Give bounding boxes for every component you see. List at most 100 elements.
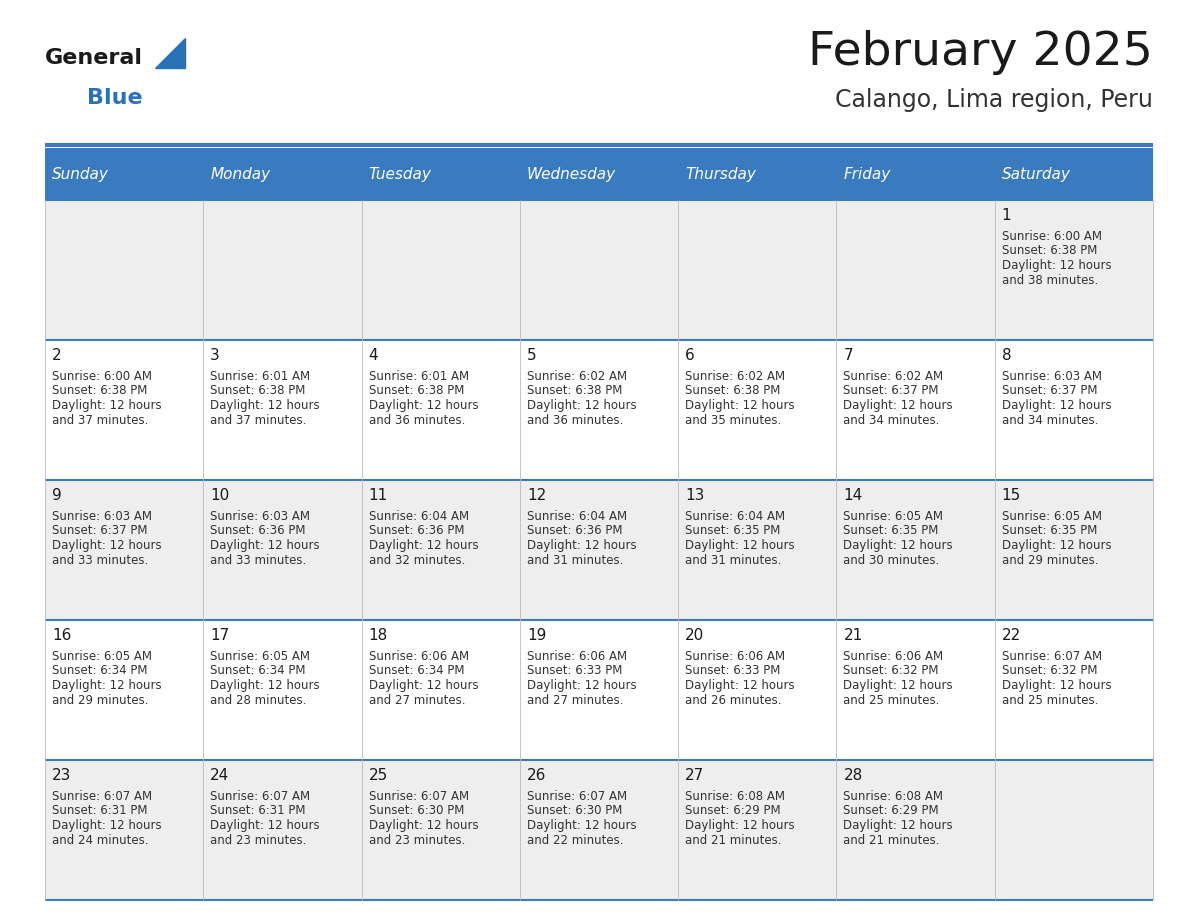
Text: Daylight: 12 hours: Daylight: 12 hours [210,539,320,552]
FancyBboxPatch shape [45,340,1154,480]
Text: Daylight: 12 hours: Daylight: 12 hours [210,679,320,692]
Text: 5: 5 [526,348,537,363]
Text: Sunset: 6:30 PM: Sunset: 6:30 PM [526,804,623,818]
Text: Sunset: 6:29 PM: Sunset: 6:29 PM [685,804,781,818]
Text: and 34 minutes.: and 34 minutes. [843,413,940,427]
FancyBboxPatch shape [45,148,1154,200]
Text: and 25 minutes.: and 25 minutes. [843,693,940,707]
Text: Sunrise: 6:06 AM: Sunrise: 6:06 AM [685,650,785,663]
Text: Sunrise: 6:03 AM: Sunrise: 6:03 AM [1001,370,1101,383]
Text: 6: 6 [685,348,695,363]
FancyBboxPatch shape [45,200,1154,340]
Text: Sunrise: 6:01 AM: Sunrise: 6:01 AM [368,370,469,383]
Text: 19: 19 [526,628,546,643]
Text: Wednesday: Wednesday [526,166,617,182]
Text: Sunrise: 6:07 AM: Sunrise: 6:07 AM [1001,650,1101,663]
Text: Daylight: 12 hours: Daylight: 12 hours [52,679,162,692]
Text: Calango, Lima region, Peru: Calango, Lima region, Peru [835,88,1154,112]
Text: and 29 minutes.: and 29 minutes. [52,693,148,707]
Text: Sunday: Sunday [52,166,109,182]
Text: Daylight: 12 hours: Daylight: 12 hours [685,679,795,692]
Text: 10: 10 [210,488,229,503]
Text: 13: 13 [685,488,704,503]
Text: Daylight: 12 hours: Daylight: 12 hours [685,539,795,552]
Text: Sunrise: 6:06 AM: Sunrise: 6:06 AM [368,650,469,663]
Text: Sunrise: 6:02 AM: Sunrise: 6:02 AM [526,370,627,383]
Text: and 25 minutes.: and 25 minutes. [1001,693,1098,707]
Text: Daylight: 12 hours: Daylight: 12 hours [685,399,795,412]
Text: 18: 18 [368,628,387,643]
Text: Sunset: 6:33 PM: Sunset: 6:33 PM [685,665,781,677]
Text: and 31 minutes.: and 31 minutes. [685,554,782,566]
Text: Daylight: 12 hours: Daylight: 12 hours [210,399,320,412]
Text: Sunset: 6:37 PM: Sunset: 6:37 PM [1001,385,1098,397]
Text: Sunrise: 6:07 AM: Sunrise: 6:07 AM [52,790,152,803]
Text: Sunrise: 6:04 AM: Sunrise: 6:04 AM [368,510,469,523]
Text: and 23 minutes.: and 23 minutes. [210,834,307,846]
Text: Sunrise: 6:04 AM: Sunrise: 6:04 AM [685,510,785,523]
Text: and 27 minutes.: and 27 minutes. [526,693,624,707]
Text: Daylight: 12 hours: Daylight: 12 hours [1001,679,1111,692]
Text: and 21 minutes.: and 21 minutes. [685,834,782,846]
Text: Daylight: 12 hours: Daylight: 12 hours [843,539,953,552]
Text: 22: 22 [1001,628,1020,643]
Text: Sunrise: 6:00 AM: Sunrise: 6:00 AM [1001,230,1101,243]
Text: 21: 21 [843,628,862,643]
Text: Sunrise: 6:04 AM: Sunrise: 6:04 AM [526,510,627,523]
Text: and 27 minutes.: and 27 minutes. [368,693,465,707]
Text: 20: 20 [685,628,704,643]
Text: Daylight: 12 hours: Daylight: 12 hours [52,539,162,552]
Text: Saturday: Saturday [1001,166,1070,182]
Text: Tuesday: Tuesday [368,166,431,182]
Text: 24: 24 [210,768,229,783]
Text: Sunset: 6:38 PM: Sunset: 6:38 PM [52,385,147,397]
Text: 14: 14 [843,488,862,503]
Text: Sunset: 6:37 PM: Sunset: 6:37 PM [52,524,147,538]
Text: and 36 minutes.: and 36 minutes. [368,413,465,427]
Text: Sunrise: 6:07 AM: Sunrise: 6:07 AM [368,790,469,803]
Text: Sunrise: 6:02 AM: Sunrise: 6:02 AM [685,370,785,383]
Text: Monday: Monday [210,166,271,182]
Text: 9: 9 [52,488,62,503]
Text: February 2025: February 2025 [808,30,1154,75]
Text: Sunrise: 6:05 AM: Sunrise: 6:05 AM [52,650,152,663]
Text: Sunrise: 6:00 AM: Sunrise: 6:00 AM [52,370,152,383]
Text: and 38 minutes.: and 38 minutes. [1001,274,1098,286]
Text: and 37 minutes.: and 37 minutes. [52,413,148,427]
Text: Daylight: 12 hours: Daylight: 12 hours [526,819,637,832]
Text: Sunrise: 6:03 AM: Sunrise: 6:03 AM [52,510,152,523]
Text: Daylight: 12 hours: Daylight: 12 hours [1001,539,1111,552]
Text: Sunset: 6:36 PM: Sunset: 6:36 PM [368,524,465,538]
Text: 27: 27 [685,768,704,783]
Text: Daylight: 12 hours: Daylight: 12 hours [52,819,162,832]
Text: Sunset: 6:31 PM: Sunset: 6:31 PM [210,804,305,818]
Text: Daylight: 12 hours: Daylight: 12 hours [526,679,637,692]
Text: and 36 minutes.: and 36 minutes. [526,413,624,427]
Text: 4: 4 [368,348,378,363]
Text: Sunset: 6:35 PM: Sunset: 6:35 PM [685,524,781,538]
Text: Blue: Blue [87,88,143,108]
Text: Daylight: 12 hours: Daylight: 12 hours [843,679,953,692]
Text: Sunset: 6:36 PM: Sunset: 6:36 PM [526,524,623,538]
Text: Sunrise: 6:05 AM: Sunrise: 6:05 AM [1001,510,1101,523]
Text: Daylight: 12 hours: Daylight: 12 hours [368,399,479,412]
Text: Sunset: 6:31 PM: Sunset: 6:31 PM [52,804,147,818]
Text: Sunrise: 6:07 AM: Sunrise: 6:07 AM [526,790,627,803]
Text: 23: 23 [52,768,71,783]
Text: and 22 minutes.: and 22 minutes. [526,834,624,846]
Text: Daylight: 12 hours: Daylight: 12 hours [1001,399,1111,412]
Text: 2: 2 [52,348,62,363]
Text: and 23 minutes.: and 23 minutes. [368,834,465,846]
FancyBboxPatch shape [45,760,1154,900]
Text: General: General [45,48,143,68]
Text: Sunset: 6:38 PM: Sunset: 6:38 PM [1001,244,1097,258]
Text: Daylight: 12 hours: Daylight: 12 hours [526,399,637,412]
Text: Daylight: 12 hours: Daylight: 12 hours [685,819,795,832]
Text: Sunset: 6:35 PM: Sunset: 6:35 PM [1001,524,1097,538]
Text: and 24 minutes.: and 24 minutes. [52,834,148,846]
Text: Sunset: 6:32 PM: Sunset: 6:32 PM [843,665,939,677]
Text: 12: 12 [526,488,546,503]
Text: 15: 15 [1001,488,1020,503]
Text: and 33 minutes.: and 33 minutes. [210,554,307,566]
Text: Daylight: 12 hours: Daylight: 12 hours [210,819,320,832]
